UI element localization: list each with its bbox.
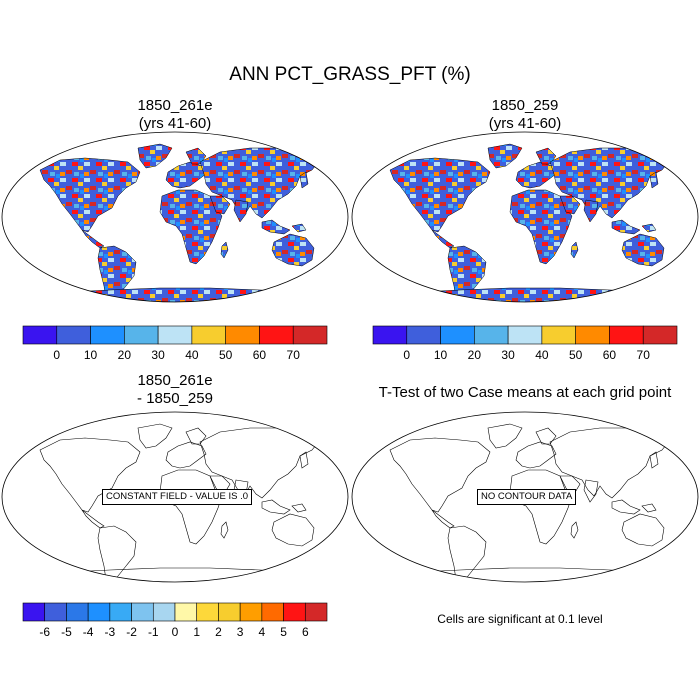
- colorbar_diff-swatch: [44, 602, 67, 622]
- colorbar_main-tick-label: 70: [637, 348, 651, 362]
- colorbar_main-tick-label: 0: [403, 348, 410, 362]
- colorbar_main-swatch: [56, 325, 91, 345]
- colorbar_main-swatch: [474, 325, 509, 345]
- colorbar_main-swatch: [440, 325, 475, 345]
- panel4-title: T-Test of two Case means at each grid po…: [352, 384, 698, 402]
- panel3-globe-outline: [1, 411, 349, 583]
- panel4-title-line1: T-Test of two Case means at each grid po…: [378, 384, 672, 401]
- panel1-globe-outline: [1, 131, 349, 303]
- colorbar_diff-swatch: [196, 602, 219, 622]
- colorbar_main-swatch: [259, 325, 294, 345]
- colorbar_main-tick-label: 50: [569, 348, 583, 362]
- panel4-message: NO CONTOUR DATA: [477, 489, 577, 505]
- colorbar_diff-tick-label: 0: [172, 625, 179, 639]
- colorbar_main-swatch: [124, 325, 159, 345]
- colorbar_main-swatch: [406, 325, 441, 345]
- colorbar_diff-tick-label: 1: [193, 625, 200, 639]
- panel2-globe-outline: [351, 131, 699, 303]
- panel3-map: [1, 411, 349, 583]
- colorbar_main-swatch: [507, 325, 543, 345]
- colorbar_main-tick-label: 50: [219, 348, 233, 362]
- panel4-globe-outline: [351, 411, 699, 583]
- colorbar_diff-swatch: [283, 602, 306, 622]
- colorbar_main-tick-label: 60: [253, 348, 267, 362]
- colorbar_main-tick-label: 40: [185, 348, 199, 362]
- colorbar_diff-swatch: [87, 602, 111, 622]
- significance-note: Cells are significant at 0.1 level: [437, 612, 603, 626]
- colorbar_diff-tick-label: 2: [215, 625, 222, 639]
- panel3-title-line2: - 1850_259: [137, 390, 213, 407]
- colorbar_diff-tick-label: -3: [105, 625, 116, 639]
- colorbar_main-tick-label: 30: [501, 348, 515, 362]
- colorbar_diff-swatch: [174, 602, 198, 622]
- colorbar_main-swatch: [372, 325, 408, 345]
- colorbar_diff-tick-label: -5: [61, 625, 72, 639]
- colorbar_main-swatch: [292, 325, 328, 345]
- panel2-map: [351, 131, 699, 303]
- colorbar_diff-swatch: [218, 602, 241, 622]
- colorbar_diff-swatch: [152, 602, 176, 622]
- colorbar_diff-swatch: [22, 602, 46, 622]
- panel1-map: [1, 131, 349, 303]
- colorbar_diff-tick-label: 3: [237, 625, 244, 639]
- colorbar_diff-tick-label: 5: [280, 625, 287, 639]
- colorbar_main-swatch: [22, 325, 58, 345]
- colorbar_main-swatch: [541, 325, 576, 345]
- colorbar_main-swatch: [90, 325, 125, 345]
- colorbar_main-swatch: [642, 325, 678, 345]
- colorbar_diff-tick-label: -6: [39, 625, 50, 639]
- difference-colorbar: -6 -5 -4 -3 -2 -1 0 1 2 3 4 5 6: [22, 602, 328, 639]
- panel2-land: [389, 143, 679, 302]
- colorbar_main-tick-label: 70: [287, 348, 301, 362]
- colorbar_main-tick-label: 30: [151, 348, 165, 362]
- colorbar_main-swatch: [157, 325, 193, 345]
- colorbar_main-tick-label: 40: [535, 348, 549, 362]
- colorbar_diff-swatch: [109, 602, 132, 622]
- colorbar_diff-tick-label: -1: [148, 625, 159, 639]
- panel3-title-line1: 1850_261e: [137, 372, 213, 389]
- panel2-colorbar: 0 10 20 30 40 50 60 70: [372, 325, 678, 362]
- colorbar_main-tick-label: 20: [468, 348, 482, 362]
- colorbar_diff-tick-label: -2: [126, 625, 137, 639]
- colorbar_diff-tick-label: 4: [259, 625, 266, 639]
- colorbar_main-tick-label: 60: [603, 348, 617, 362]
- panel2-title-line1: 1850_259: [491, 97, 559, 114]
- colorbar_diff-tick-label: -4: [83, 625, 94, 639]
- colorbar_diff-swatch: [261, 602, 284, 622]
- colorbar_main-tick-label: 10: [84, 348, 98, 362]
- colorbar_main-tick-label: 10: [434, 348, 448, 362]
- panel2-title: 1850_259 (yrs 41-60): [410, 97, 640, 133]
- panel1-title-line2: (yrs 41-60): [138, 115, 212, 132]
- figure-title: ANN PCT_GRASS_PFT (%): [229, 64, 471, 85]
- panel1-title: 1850_261e (yrs 41-60): [60, 97, 290, 133]
- panel3-title: 1850_261e - 1850_259: [60, 372, 290, 408]
- colorbar_main-tick-label: 0: [53, 348, 60, 362]
- colorbar_main-swatch: [609, 325, 644, 345]
- colorbar_diff-swatch: [66, 602, 89, 622]
- panel1-title-line1: 1850_261e: [137, 97, 213, 114]
- colorbar_main-tick-label: 20: [118, 348, 132, 362]
- panel1-land: [39, 143, 329, 302]
- colorbar_main-swatch: [225, 325, 260, 345]
- panel3-message: CONSTANT FIELD - VALUE IS .0: [102, 489, 253, 505]
- colorbar_diff-swatch: [304, 602, 328, 622]
- panel4-map: [351, 411, 699, 583]
- panel2-title-line2: (yrs 41-60): [488, 115, 562, 132]
- colorbar_diff-swatch: [131, 602, 154, 622]
- colorbar_main-swatch: [191, 325, 226, 345]
- colorbar_main-swatch: [575, 325, 610, 345]
- panel1-colorbar: 0 10 20 30 40 50 60 70: [22, 325, 328, 362]
- colorbar_diff-swatch: [239, 602, 263, 622]
- colorbar_diff-tick-label: 6: [302, 625, 309, 639]
